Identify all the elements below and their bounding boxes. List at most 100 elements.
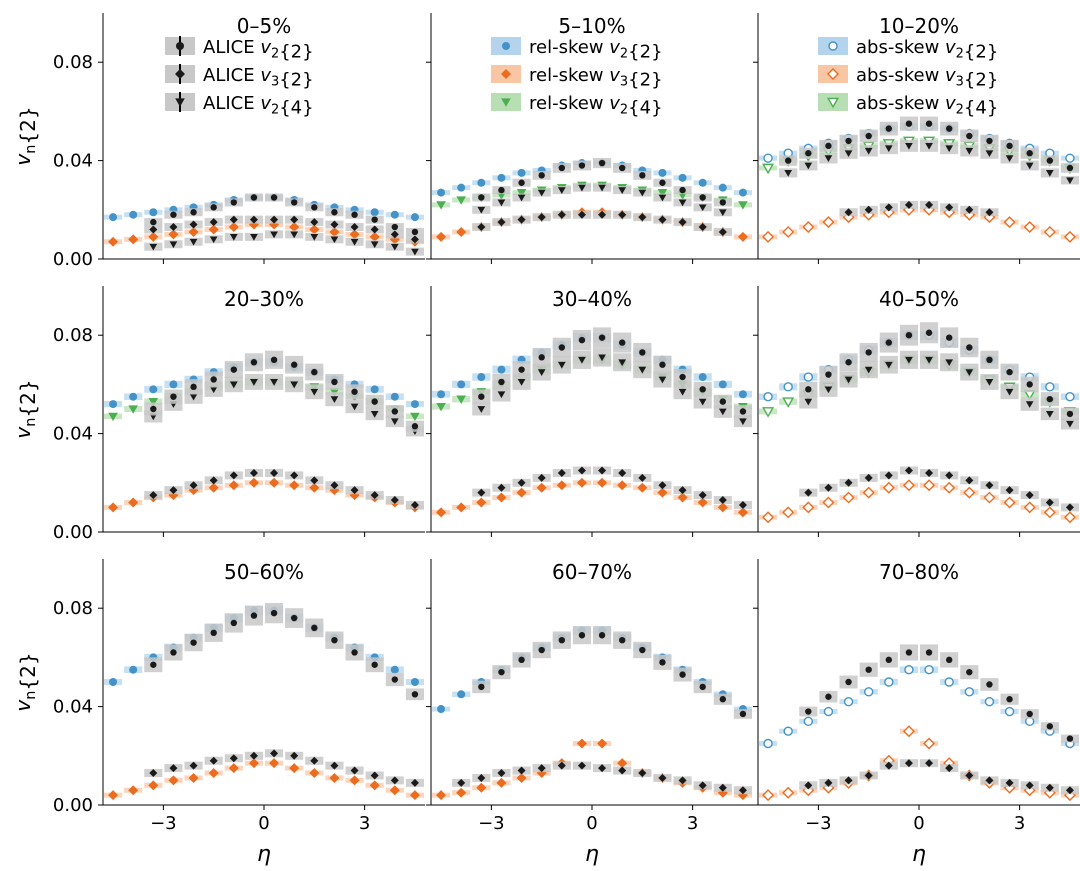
data-point — [1045, 170, 1054, 177]
data-point — [109, 213, 118, 222]
data-point — [864, 205, 873, 214]
data-point — [497, 391, 506, 399]
data-point — [230, 366, 238, 373]
data-point — [537, 764, 546, 773]
data-point — [782, 225, 795, 238]
data-point — [289, 480, 300, 491]
data-point — [964, 687, 975, 697]
data-point — [905, 649, 913, 656]
data-point — [1043, 506, 1056, 519]
y-axis-label: vn{2} — [11, 379, 40, 438]
data-point — [228, 763, 239, 774]
data-point — [351, 649, 358, 656]
data-point — [517, 168, 526, 177]
data-point — [270, 468, 279, 477]
data-point — [411, 248, 419, 256]
data-point — [904, 466, 913, 475]
data-point — [270, 194, 278, 201]
data-point — [390, 776, 399, 785]
data-point — [639, 349, 646, 356]
panel-1: 5–10%rel-skew v2{2}rel-skew v3{2}rel-ske… — [426, 13, 753, 264]
data-point — [657, 188, 668, 198]
panel-7: 60–70% −3 0 3 η — [426, 559, 753, 867]
data-point — [209, 236, 218, 244]
legend-marker — [502, 42, 510, 50]
series-alice-v-2-2- — [144, 193, 424, 236]
data-point — [842, 491, 855, 504]
data-point — [311, 624, 318, 632]
data-point — [477, 206, 486, 214]
data-point — [390, 418, 399, 426]
data-point — [1025, 162, 1034, 170]
data-point — [228, 222, 239, 233]
data-point — [371, 661, 378, 668]
data-point — [538, 646, 545, 654]
data-point — [598, 764, 607, 773]
data-point — [1066, 410, 1074, 418]
panel-title: 5–10% — [558, 14, 625, 38]
data-point — [578, 356, 586, 364]
data-point — [578, 162, 586, 169]
data-point — [945, 334, 953, 341]
data-point — [698, 204, 707, 212]
data-point — [986, 137, 993, 145]
series-alice-v-3-2- — [452, 761, 752, 795]
data-point — [189, 220, 198, 229]
data-point — [618, 210, 627, 219]
data-point — [411, 691, 419, 698]
data-point — [516, 188, 527, 198]
data-point — [169, 241, 178, 249]
data-point — [250, 612, 258, 619]
data-point — [738, 786, 747, 795]
data-point — [516, 772, 527, 783]
data-point — [209, 756, 218, 765]
data-point — [311, 204, 318, 211]
data-point — [228, 480, 239, 491]
panel-0: 0–5% 0.00 0.04 0.08 vn{2} ALICE v2{2}ALICE v3… — [11, 13, 425, 270]
data-point — [576, 477, 587, 488]
data-point — [108, 502, 119, 513]
data-point — [1045, 382, 1055, 392]
data-point — [329, 226, 340, 237]
data-point — [517, 766, 526, 775]
series-alice-v-3-2- — [144, 749, 424, 787]
x-tick-label: 0 — [586, 813, 597, 834]
panel-title: 0–5% — [237, 14, 291, 38]
data-point — [190, 639, 197, 646]
series-alice-v-3-2- — [472, 210, 732, 236]
data-point — [150, 218, 157, 226]
data-point — [698, 223, 707, 232]
data-point — [229, 471, 238, 480]
data-point — [966, 344, 973, 351]
data-point — [678, 199, 687, 207]
data-point — [884, 677, 894, 687]
x-tick-label: 0 — [258, 813, 269, 834]
data-point — [844, 376, 853, 384]
legend-label: ALICE v2{2} — [203, 37, 314, 63]
data-point — [129, 392, 138, 401]
data-point — [497, 365, 506, 374]
data-point — [804, 488, 813, 497]
data-point — [822, 216, 835, 229]
data-point — [108, 790, 119, 801]
data-point — [762, 230, 775, 243]
data-point — [577, 466, 586, 475]
data-point — [577, 210, 586, 219]
data-point — [437, 705, 446, 714]
series-alice-v-2-4- — [472, 183, 732, 217]
data-point — [738, 390, 747, 399]
data-point — [411, 228, 419, 236]
data-point — [824, 386, 833, 394]
data-point — [391, 408, 399, 415]
data-point — [678, 388, 687, 396]
data-point — [1045, 498, 1054, 507]
data-point — [190, 383, 197, 391]
series-v-2-2- — [432, 626, 752, 714]
data-point — [517, 478, 526, 487]
series-alice-v-3-2- — [144, 215, 424, 244]
data-point — [290, 361, 298, 368]
data-point — [698, 398, 707, 406]
series-alice-v-2-2- — [799, 644, 1079, 743]
data-point — [270, 749, 279, 758]
data-point — [169, 764, 178, 773]
